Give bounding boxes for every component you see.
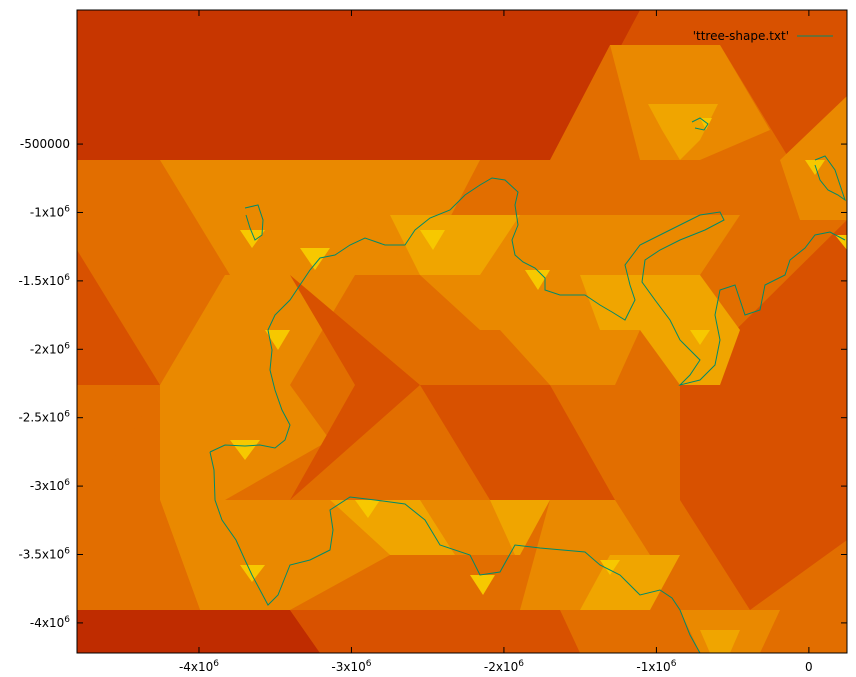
- heatmap-cell: [77, 500, 200, 610]
- tick-label: -1x106: [636, 659, 676, 674]
- tick-label: -2.5x106: [18, 410, 70, 425]
- tick-label: -3x106: [30, 478, 70, 493]
- heatmap-cell: [300, 248, 330, 270]
- tick-label: -3x106: [331, 659, 371, 674]
- plot-area: [77, 10, 847, 653]
- tick-label: 0: [805, 660, 813, 674]
- heatmap-cell: [525, 270, 550, 290]
- heatmap-cell: [420, 385, 615, 500]
- heatmap-cell: [640, 330, 740, 385]
- axes: -4x106 -3x106 -2x106 -1x106 0 -500000 -1x106 -1…: [18, 10, 847, 674]
- heatmap-cell: [805, 160, 825, 175]
- tick-label: -4x106: [30, 615, 70, 630]
- heatmap-cell: [780, 96, 847, 220]
- tick-label: -2x106: [30, 341, 70, 356]
- heatmap-triangles: [77, 10, 847, 653]
- heatmap-cell: [680, 220, 847, 610]
- heatmap-cell: [700, 118, 712, 130]
- heatmap-cell: [290, 610, 580, 653]
- tick-label: -4x106: [179, 659, 219, 674]
- series-ttree-shape-line-segment: [209, 451, 701, 653]
- heatmap-cell: [420, 230, 445, 250]
- series-ttree-shape-line: [209, 177, 846, 453]
- heatmap-cell: [690, 330, 710, 345]
- tick-label: -3.5x106: [18, 546, 70, 561]
- heatmap-cell: [835, 235, 847, 250]
- heatmap-cell: [520, 500, 650, 610]
- heatmap-cell: [240, 230, 265, 248]
- heatmap-cell: [77, 610, 320, 653]
- tick-label: -500000: [20, 137, 70, 151]
- heatmap-cell: [240, 565, 265, 582]
- series-ttree-shape-line-segment: [814, 155, 846, 202]
- tick-label: -2x106: [484, 659, 524, 674]
- heatmap-cell: [610, 45, 770, 160]
- heatmap-cell: [265, 330, 290, 350]
- heatmap-cell: [420, 500, 515, 555]
- heatmap-cell: [290, 275, 420, 500]
- heatmap-cell: [580, 555, 680, 610]
- series-ttree-shape-line-segment: [691, 117, 709, 131]
- heatmap-cell: [355, 500, 380, 518]
- heatmap-cell: [580, 275, 740, 330]
- heatmap-cell: [500, 330, 640, 385]
- tick-label: -1.5x106: [18, 273, 70, 288]
- plot-border: [76, 9, 848, 654]
- series-ttree-shape-line-segment: [244, 204, 264, 241]
- heatmap-cell: [470, 575, 495, 595]
- heatmap-cell: [77, 385, 160, 500]
- tick-label: -1x106: [30, 204, 70, 219]
- legend: 'ttree-shape.txt': [693, 29, 833, 43]
- legend-label: 'ttree-shape.txt': [693, 29, 789, 43]
- heatmap-cell: [600, 560, 620, 575]
- heatmap-cell: [700, 630, 740, 653]
